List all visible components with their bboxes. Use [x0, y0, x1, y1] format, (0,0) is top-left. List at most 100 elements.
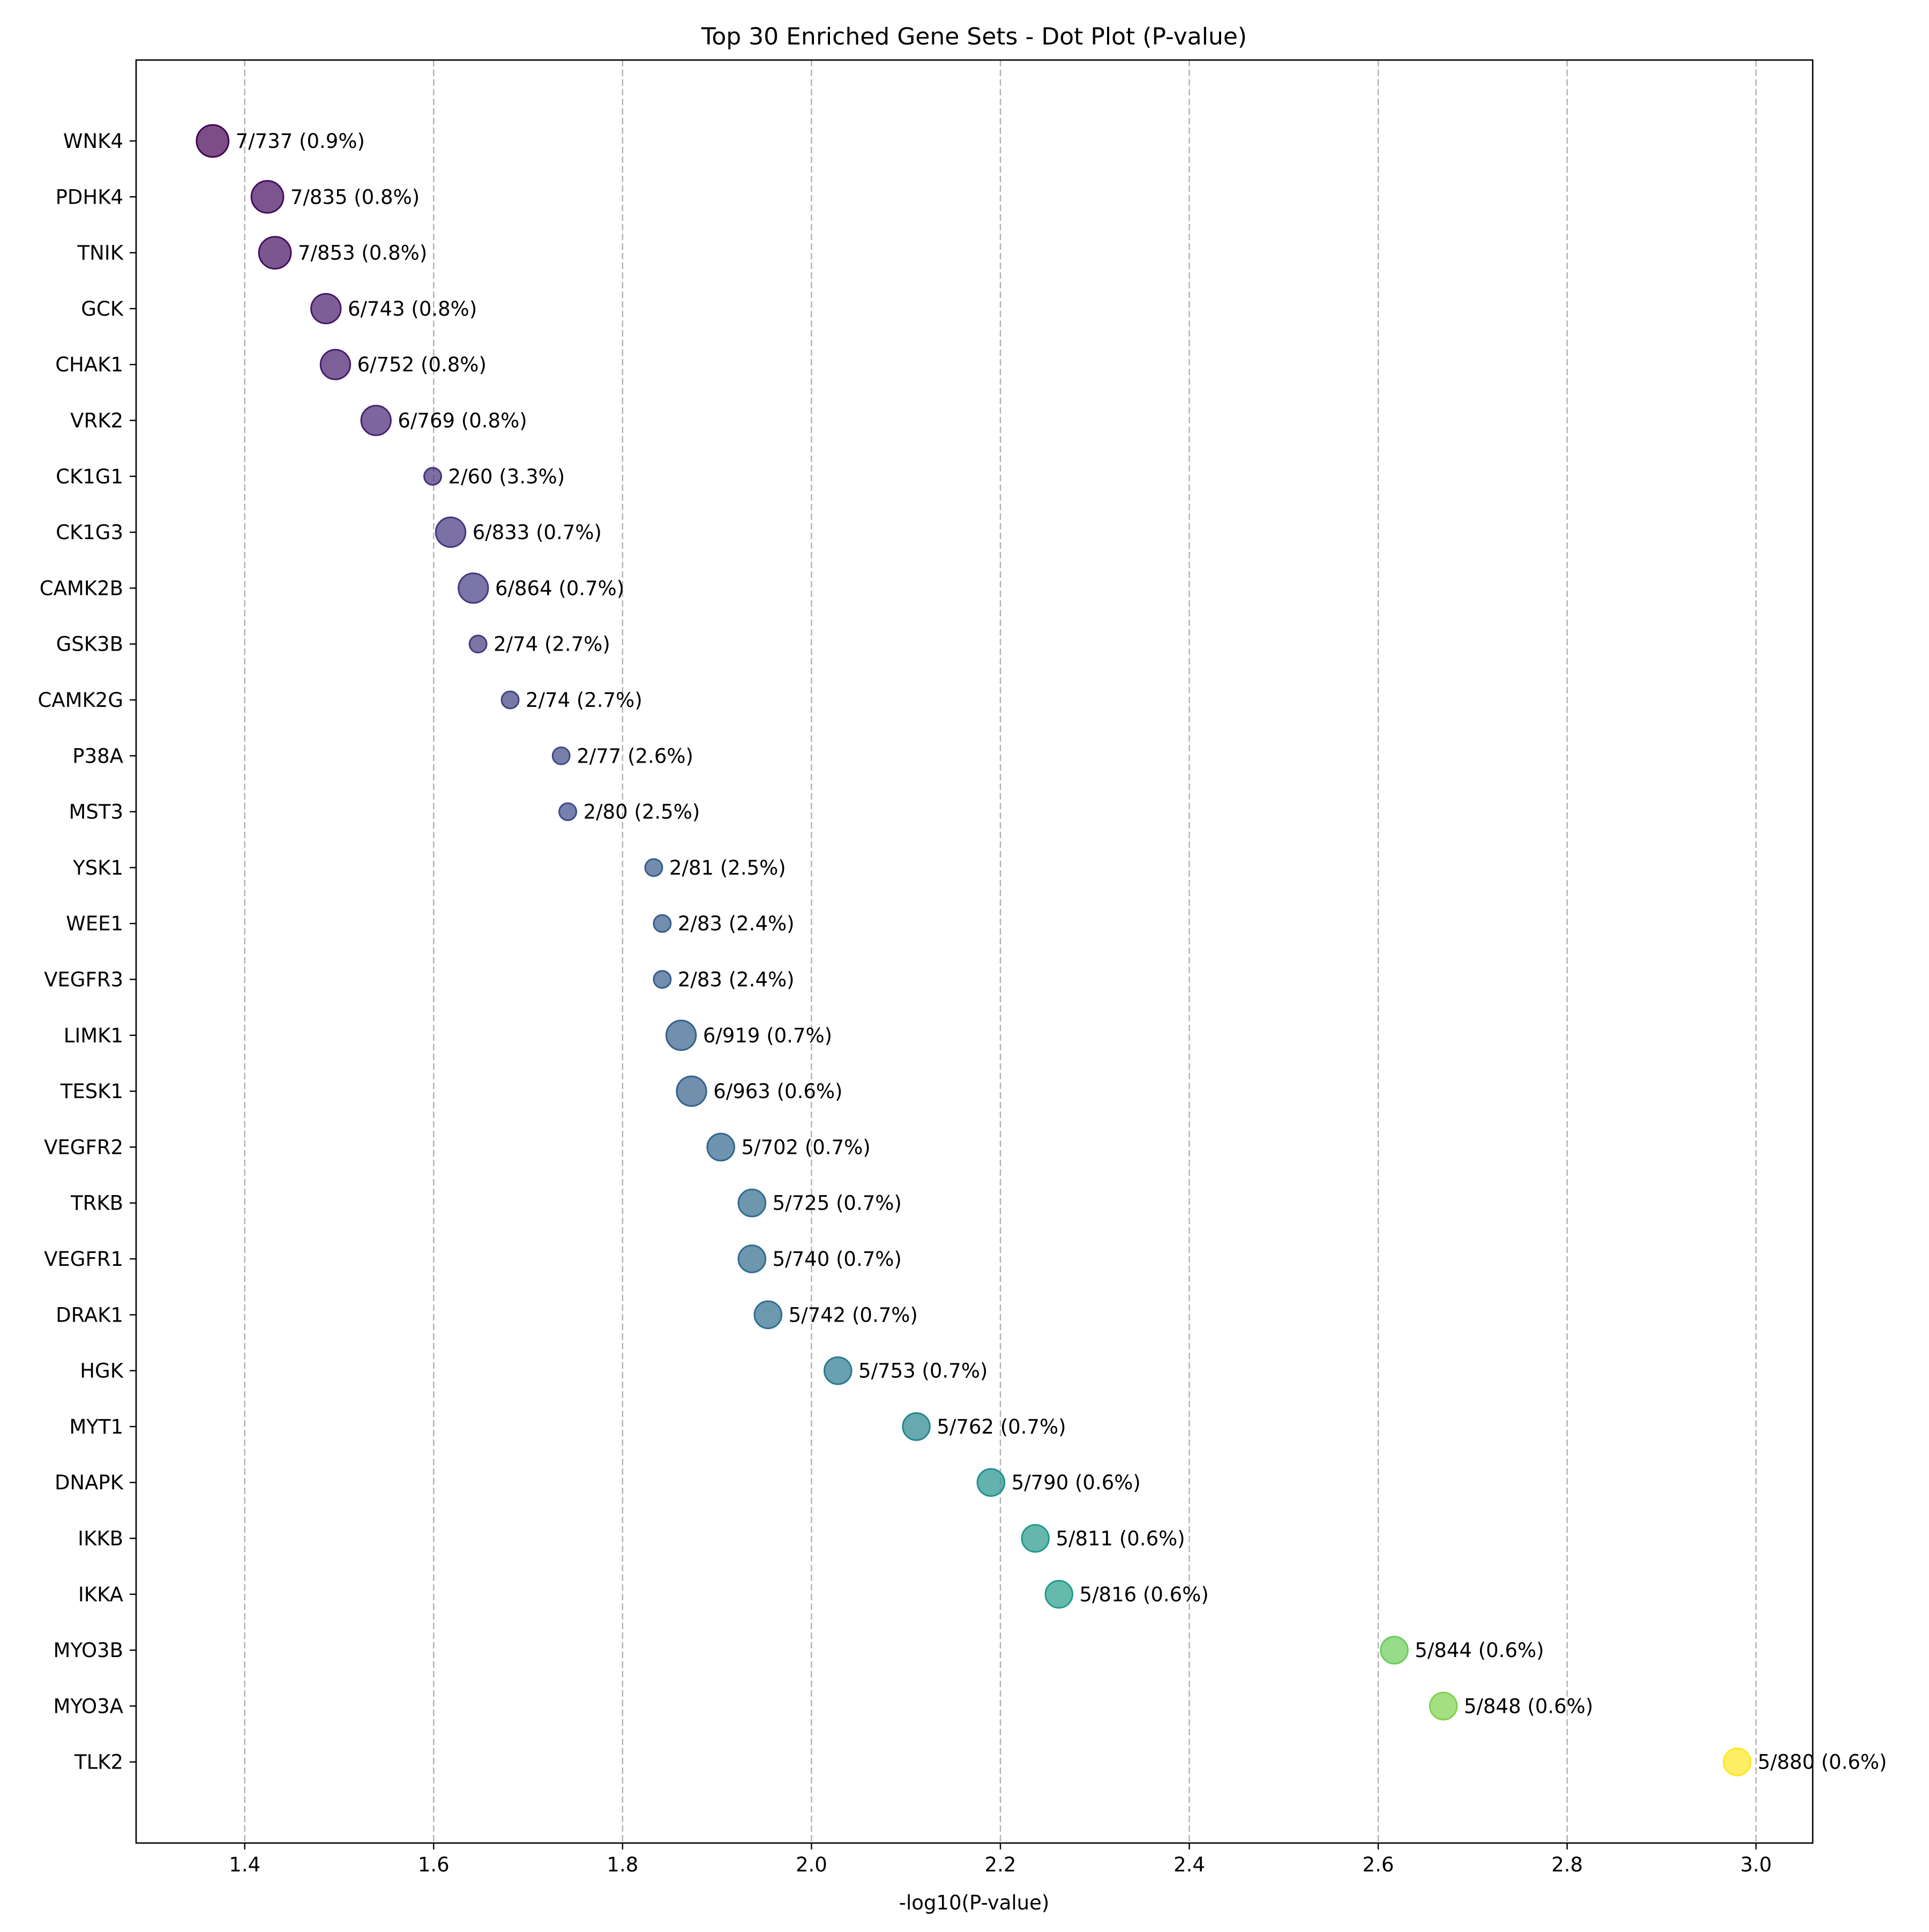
- x-tick-label-2.8: 2.8: [1551, 1853, 1583, 1876]
- data-label-ck1g1: 2/60 (3.3%): [448, 465, 565, 488]
- y-tick-label-limk1: LIMK1: [64, 1024, 123, 1047]
- x-tick-label-2.0: 2.0: [796, 1853, 827, 1876]
- y-tick-label-hgk: HGK: [80, 1360, 124, 1383]
- data-label-tnik: 7/853 (0.8%): [298, 242, 427, 265]
- data-point-gsk3b: [468, 635, 488, 654]
- y-tick-label-drak1: DRAK1: [56, 1303, 123, 1326]
- data-point-wnk4: [196, 124, 230, 158]
- data-label-tlk2: 5/880 (0.6%): [1758, 1751, 1887, 1774]
- x-tick-label-3.0: 3.0: [1740, 1853, 1772, 1876]
- data-label-p38a: 2/77 (2.6%): [577, 744, 693, 767]
- data-label-myo3a: 5/848 (0.6%): [1464, 1695, 1593, 1718]
- y-tick-label-tnik: TNIK: [77, 242, 124, 265]
- x-tick-label-1.6: 1.6: [418, 1853, 450, 1876]
- data-points: [196, 124, 1752, 1777]
- data-point-ck1g1: [423, 467, 443, 486]
- data-point-pdhk4: [250, 180, 285, 214]
- y-tick-label-p38a: P38A: [72, 744, 123, 767]
- y-tick-label-ck1g3: CK1G3: [56, 521, 123, 544]
- y-tick-label-ck1g1: CK1G1: [56, 465, 123, 488]
- y-axis-ticks: WNK4 PDHK4 TNIK GCK CHAK1 VRK2 CK1G1 CK1G3 CAMK2…: [38, 130, 136, 1774]
- y-tick-label-vegfr2: VEGFR2: [44, 1136, 123, 1159]
- data-label-myt1: 5/762 (0.7%): [937, 1415, 1066, 1438]
- data-point-myt1: [902, 1412, 931, 1441]
- data-point-ysk1: [644, 858, 663, 877]
- y-tick-label-wee1: WEE1: [66, 912, 123, 935]
- data-point-vrk2: [360, 405, 392, 436]
- data-label-hgk: 5/753 (0.7%): [858, 1360, 988, 1383]
- data-label-ikkb: 5/811 (0.6%): [1056, 1527, 1185, 1550]
- data-point-p38a: [551, 746, 571, 765]
- y-tick-label-chak1: CHAK1: [55, 353, 123, 376]
- data-label-vegfr2: 5/702 (0.7%): [741, 1136, 870, 1159]
- data-point-myo3b: [1380, 1636, 1409, 1665]
- data-point-vegfr2: [706, 1132, 735, 1162]
- data-label-chak1: 6/752 (0.8%): [357, 353, 487, 376]
- x-tick-label-2.2: 2.2: [985, 1853, 1016, 1876]
- data-point-hgk: [824, 1356, 853, 1385]
- data-point-tlk2: [1723, 1747, 1752, 1777]
- data-label-camk2g: 2/74 (2.7%): [526, 689, 642, 712]
- chart-title: Top 30 Enriched Gene Sets - Dot Plot (P-…: [701, 23, 1247, 50]
- data-label-vrk2: 6/769 (0.8%): [398, 409, 527, 432]
- y-tick-label-vrk2: VRK2: [70, 409, 123, 432]
- y-tick-label-mst3: MST3: [69, 801, 123, 824]
- x-axis-ticks: 1.4 1.6 1.8 2.0 2.2 2.4 2.6 2.8 3.0: [229, 1843, 1772, 1876]
- data-label-myo3b: 5/844 (0.6%): [1415, 1639, 1544, 1662]
- grid-lines: [244, 60, 1757, 1843]
- data-point-myo3a: [1429, 1691, 1458, 1721]
- y-tick-label-tlk2: TLK2: [74, 1751, 123, 1774]
- data-point-tesk1: [676, 1075, 707, 1107]
- data-point-ikkb: [1021, 1524, 1050, 1553]
- data-label-limk1: 6/919 (0.7%): [703, 1024, 832, 1047]
- data-label-drak1: 5/742 (0.7%): [789, 1303, 918, 1326]
- data-label-mst3: 2/80 (2.5%): [584, 801, 700, 824]
- data-label-ck1g3: 6/833 (0.7%): [473, 521, 602, 544]
- data-point-camk2b: [458, 572, 489, 604]
- data-label-gck: 6/743 (0.8%): [348, 297, 477, 320]
- data-point-ck1g3: [435, 516, 467, 548]
- data-point-drak1: [753, 1300, 783, 1330]
- x-axis-title: -log10(P-value): [899, 1891, 1050, 1914]
- y-tick-label-pdhk4: PDHK4: [56, 185, 123, 208]
- data-point-tnik: [258, 236, 292, 270]
- y-tick-label-ysk1: YSK1: [72, 856, 123, 879]
- data-point-mst3: [558, 802, 578, 822]
- data-label-vegfr1: 5/740 (0.7%): [773, 1248, 902, 1271]
- y-tick-label-dnapk: DNAPK: [55, 1471, 124, 1494]
- x-tick-label-2.6: 2.6: [1363, 1853, 1394, 1876]
- data-label-camk2b: 6/864 (0.7%): [495, 577, 624, 600]
- data-point-limk1: [665, 1019, 697, 1051]
- data-point-dnapk: [976, 1468, 1006, 1497]
- data-label-wee1: 2/83 (2.4%): [678, 912, 795, 935]
- data-label-ikka: 5/816 (0.6%): [1080, 1583, 1209, 1606]
- x-tick-label-1.8: 1.8: [607, 1853, 638, 1876]
- y-tick-label-vegfr3: VEGFR3: [44, 968, 123, 991]
- data-labels: 7/737 (0.9%) 7/835 (0.8%) 7/853 (0.8%) 6/74…: [236, 130, 1887, 1774]
- y-tick-label-myo3a: MYO3A: [54, 1695, 123, 1718]
- data-label-ysk1: 2/81 (2.5%): [669, 856, 786, 879]
- y-tick-label-tesk1: TESK1: [60, 1080, 123, 1103]
- data-point-camk2g: [500, 690, 520, 710]
- x-tick-label-2.4: 2.4: [1173, 1853, 1205, 1876]
- y-tick-label-camk2g: CAMK2G: [38, 689, 123, 712]
- data-label-wnk4: 7/737 (0.9%): [236, 130, 365, 153]
- data-label-tesk1: 6/963 (0.6%): [713, 1080, 842, 1103]
- y-tick-label-vegfr1: VEGFR1: [44, 1248, 123, 1271]
- y-tick-label-gsk3b: GSK3B: [56, 633, 123, 656]
- data-point-ikka: [1044, 1580, 1074, 1609]
- data-point-chak1: [319, 349, 352, 381]
- data-label-pdhk4: 7/835 (0.8%): [290, 185, 420, 208]
- y-tick-label-camk2b: CAMK2B: [40, 577, 123, 600]
- y-tick-label-myt1: MYT1: [69, 1415, 123, 1438]
- data-label-vegfr3: 2/83 (2.4%): [678, 968, 795, 991]
- data-point-trkb: [737, 1188, 767, 1218]
- data-label-gsk3b: 2/74 (2.7%): [494, 633, 610, 656]
- data-label-dnapk: 5/790 (0.6%): [1012, 1471, 1141, 1494]
- data-point-wee1: [653, 914, 672, 933]
- data-label-trkb: 5/725 (0.7%): [773, 1192, 902, 1215]
- x-tick-label-1.4: 1.4: [229, 1853, 260, 1876]
- y-tick-label-wnk4: WNK4: [63, 130, 123, 153]
